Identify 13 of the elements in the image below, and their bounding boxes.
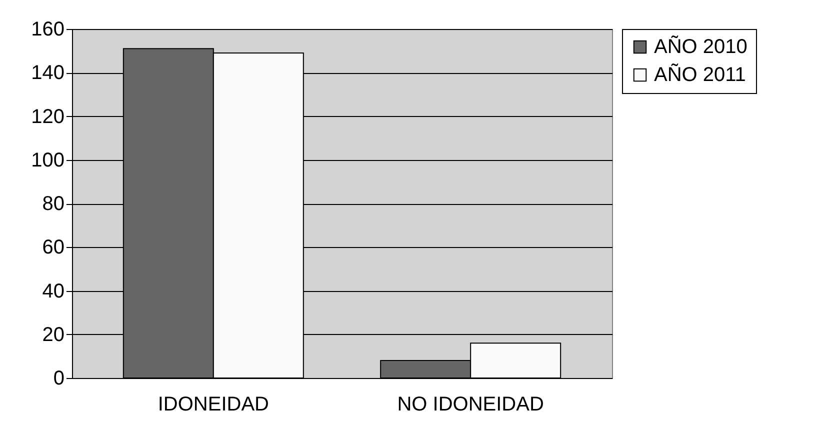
y-tick-label: 80: [42, 193, 64, 215]
y-tick-label: 60: [42, 236, 64, 259]
y-tick-label: 40: [42, 280, 64, 302]
y-tick-label: 160: [31, 18, 64, 40]
y-tick-label: 120: [31, 106, 64, 128]
y-tick-label: 100: [31, 149, 64, 172]
x-tick-label: NO IDONEIDAD: [397, 394, 544, 416]
x-tick-label: IDONEIDAD: [158, 394, 269, 416]
y-tick-label: 20: [42, 324, 64, 346]
legend-label: AÑO 2011: [654, 63, 746, 86]
y-tick-label: 0: [53, 368, 64, 390]
y-tick-label: 140: [31, 62, 64, 84]
legend-label: AÑO 2010: [654, 35, 748, 58]
